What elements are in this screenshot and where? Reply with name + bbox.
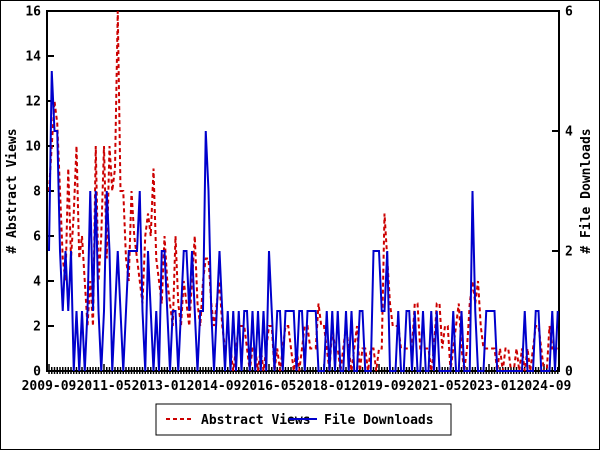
- left-axis-title: # Abstract Views: [5, 128, 20, 253]
- right-tick-label: 2: [565, 245, 573, 260]
- right-axis-ticks: 0 2 4 6: [552, 5, 573, 380]
- x-tick-label: 2018-01: [297, 379, 352, 394]
- x-tick-label: 2014-09: [187, 379, 242, 394]
- x-tick-label: 2024-09: [517, 379, 572, 394]
- x-axis-ticks: 2009-09 2011-05 2013-01 2014-09 2016-05 2018-…: [22, 364, 572, 394]
- left-tick-label: 12: [25, 95, 41, 110]
- abstract-views-legend-label: Abstract Views: [201, 413, 311, 428]
- file-downloads-legend-label: File Downloads: [324, 413, 434, 428]
- left-tick-label: 14: [25, 50, 41, 65]
- x-tick-label: 2023-01: [462, 379, 517, 394]
- left-tick-label: 6: [33, 230, 41, 245]
- right-tick-label: 4: [565, 125, 573, 140]
- left-tick-label: 10: [25, 140, 41, 155]
- legend: Abstract Views File Downloads: [155, 403, 452, 436]
- legend-box: [155, 403, 452, 436]
- left-tick-label: 2: [33, 320, 41, 335]
- x-tick-label: 2013-01: [132, 379, 187, 394]
- x-tick-label: 2021-05: [407, 379, 462, 394]
- x-tick-label: 2009-09: [22, 379, 77, 394]
- x-tick-label: 2011-05: [77, 379, 132, 394]
- left-tick-label: 8: [33, 185, 41, 200]
- x-tick-label: 2016-05: [242, 379, 297, 394]
- right-tick-label: 6: [565, 5, 573, 20]
- left-tick-label: 0: [33, 365, 41, 380]
- left-tick-label: 16: [25, 5, 41, 20]
- right-axis-title: # File Downloads: [579, 128, 594, 253]
- right-tick-label: 0: [565, 365, 573, 380]
- left-tick-label: 4: [33, 275, 41, 290]
- file-downloads-line: [48, 70, 559, 372]
- x-tick-label: 2019-09: [352, 379, 407, 394]
